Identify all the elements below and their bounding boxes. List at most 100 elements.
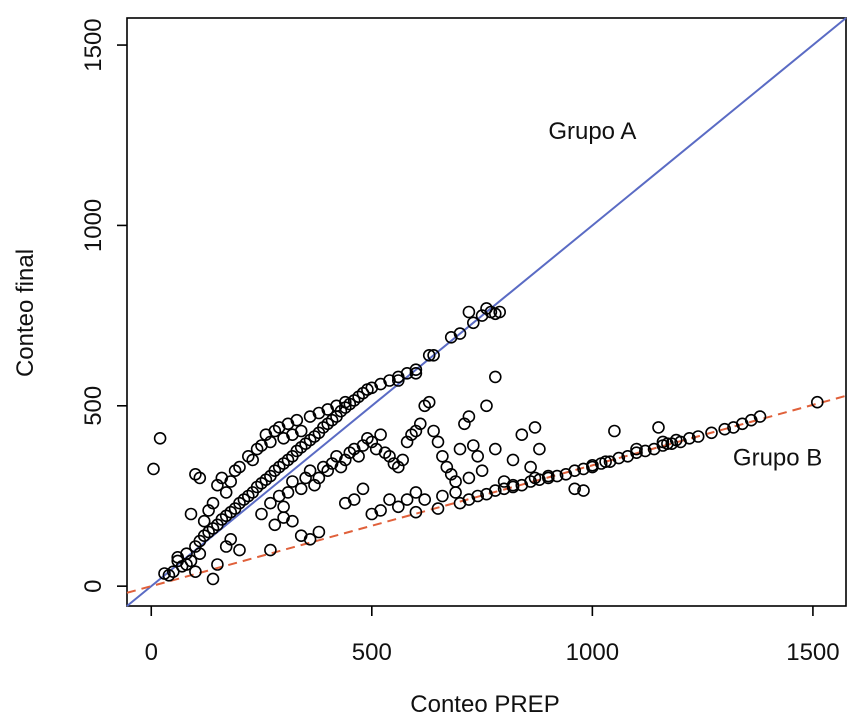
data-point <box>422 395 436 409</box>
y-tick-label: 500 <box>80 386 107 426</box>
data-point <box>506 453 520 467</box>
data-point <box>189 565 202 579</box>
data-point <box>264 435 277 449</box>
data-point <box>480 302 493 315</box>
data-point <box>219 540 233 553</box>
data-point <box>422 348 436 362</box>
data-point <box>396 453 410 467</box>
data-point <box>338 496 352 510</box>
data-point <box>533 442 546 456</box>
y-axis-title: Conteo final <box>12 249 39 377</box>
data-point <box>294 482 308 496</box>
data-point <box>400 493 414 506</box>
reference-line-grupo-b <box>126 394 847 594</box>
x-axis: 0 500 1000 1500 <box>145 606 840 666</box>
data-point <box>312 525 326 539</box>
data-point <box>277 511 290 524</box>
data-point <box>431 435 445 449</box>
data-point <box>356 482 370 496</box>
data-point <box>167 565 180 579</box>
data-point <box>630 446 643 460</box>
y-tick-label: 1000 <box>80 199 107 252</box>
y-axis: 0 500 1000 1500 <box>80 18 127 593</box>
data-point <box>391 500 405 514</box>
x-tick-label: 1500 <box>786 639 839 666</box>
data-point <box>286 475 299 488</box>
data-point <box>568 482 582 496</box>
data-point <box>524 460 537 474</box>
data-point <box>255 507 268 521</box>
data-point <box>197 514 211 528</box>
data-point <box>638 444 652 458</box>
data-point <box>147 462 160 476</box>
data-point <box>352 449 365 463</box>
data-point <box>427 348 440 362</box>
data-point <box>431 502 445 515</box>
data-point <box>294 529 308 543</box>
data-point <box>277 500 290 514</box>
data-point <box>189 467 202 481</box>
data-point <box>528 421 542 434</box>
data-point <box>691 430 705 443</box>
data-point <box>219 486 233 499</box>
data-points <box>147 302 824 586</box>
annotation-grupo-b: Grupo B <box>733 444 822 471</box>
data-point <box>550 469 564 483</box>
data-point <box>365 507 379 521</box>
data-point <box>427 424 440 438</box>
data-point <box>506 478 520 492</box>
x-tick-label: 500 <box>352 639 392 666</box>
data-point <box>630 442 643 456</box>
data-point <box>436 489 449 503</box>
data-point <box>515 428 529 442</box>
data-point <box>184 554 198 568</box>
y-tick-label: 0 <box>80 579 107 592</box>
data-point <box>268 518 282 532</box>
data-point <box>471 489 485 503</box>
data-point <box>453 442 467 456</box>
data-point <box>718 422 732 436</box>
data-point <box>466 439 480 452</box>
data-point <box>184 507 198 521</box>
data-point <box>453 327 467 340</box>
data-point <box>493 305 507 319</box>
data-point <box>264 543 277 557</box>
data-point <box>206 496 220 510</box>
data-point <box>608 424 621 438</box>
data-point <box>810 395 824 409</box>
data-point <box>246 453 259 467</box>
data-point <box>193 547 207 561</box>
data-point <box>224 475 237 488</box>
data-point <box>233 543 246 557</box>
data-point <box>753 410 767 423</box>
data-point <box>281 486 295 499</box>
data-point <box>400 366 414 380</box>
x-tick-label: 0 <box>145 639 158 666</box>
x-tick-label: 1000 <box>566 639 619 666</box>
data-point <box>264 496 277 510</box>
data-point <box>409 505 423 519</box>
data-point <box>462 305 476 319</box>
y-tick-label: 1500 <box>80 18 107 71</box>
data-point <box>705 426 718 440</box>
annotation-grupo-a: Grupo A <box>548 118 636 145</box>
data-point <box>383 493 396 506</box>
data-point <box>175 559 189 573</box>
data-point <box>391 374 405 387</box>
data-point <box>338 395 352 409</box>
data-point <box>294 424 308 438</box>
data-point <box>599 455 612 469</box>
data-point <box>488 484 502 497</box>
data-point <box>669 433 683 447</box>
data-point <box>652 421 665 434</box>
data-point <box>436 449 449 463</box>
data-point <box>462 471 476 485</box>
data-point <box>475 464 489 478</box>
data-point <box>488 442 502 456</box>
data-point <box>577 484 590 497</box>
data-point <box>153 431 167 445</box>
data-point <box>466 316 480 330</box>
data-point <box>211 558 224 571</box>
data-point <box>586 460 599 474</box>
